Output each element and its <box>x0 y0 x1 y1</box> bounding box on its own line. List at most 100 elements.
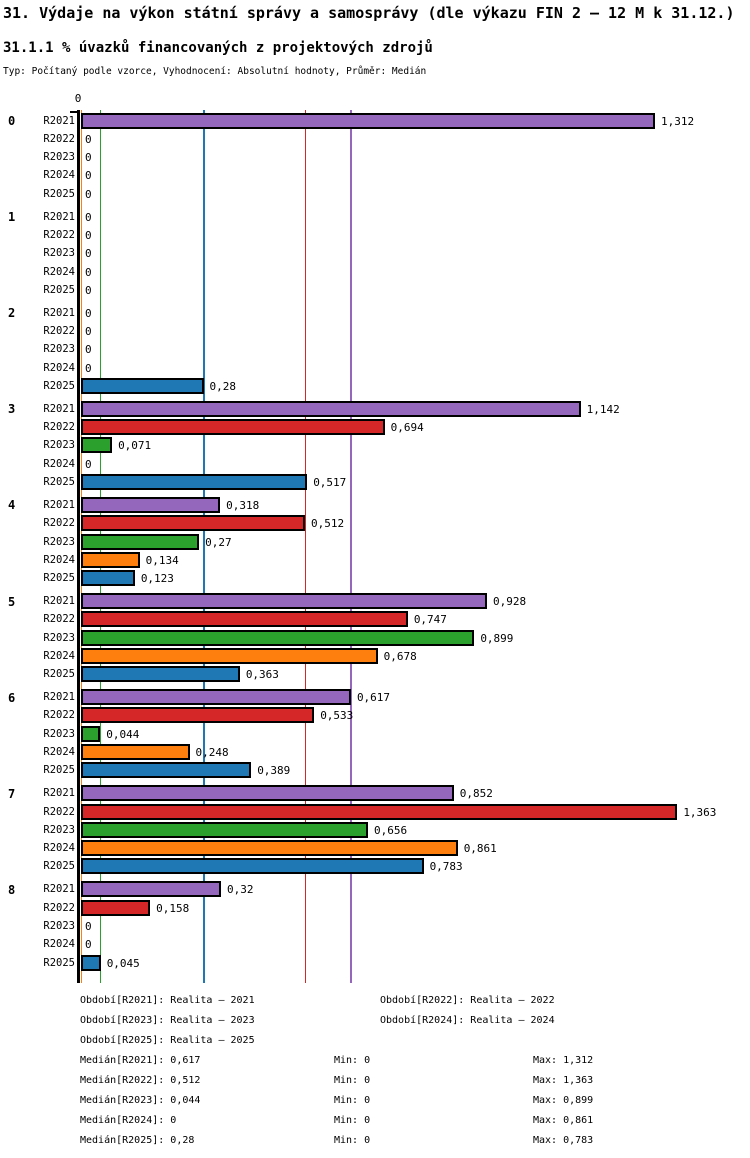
bar-r2021-group-3 <box>81 400 581 417</box>
bar-r2022-group-5 <box>81 611 408 628</box>
bar-value-label: 0,783 <box>429 860 463 874</box>
bar-r2021-group-8 <box>81 881 221 898</box>
bar-r2025-group-3 <box>81 474 308 490</box>
bar-row-label: R2022 <box>43 901 75 914</box>
bar-value-label: 0 <box>85 169 92 183</box>
bar-r2022-group-3 <box>81 419 385 436</box>
group-label-6: 6 <box>8 690 16 705</box>
group-label-7: 7 <box>8 786 16 801</box>
bar-value-label: 0,517 <box>313 476 347 489</box>
stat-max-r2024: Max: 0,861 <box>533 1115 594 1126</box>
bar-value-label: 0,318 <box>226 498 260 512</box>
median-line-r2022 <box>304 110 306 983</box>
chart-meta-line: Typ: Počítaný podle vzorce, Vyhodnocení:… <box>3 66 427 77</box>
bar-r2025-group-5 <box>81 666 240 683</box>
bar-row-label: R2023 <box>43 151 75 164</box>
bar-value-label: 0,852 <box>459 787 493 801</box>
bar-r2021-group-7 <box>81 785 454 802</box>
bar-value-label: 0,617 <box>356 691 391 705</box>
bar-value-label: 0,134 <box>145 553 179 567</box>
bar-row-label: R2024 <box>43 746 75 758</box>
bar-row-label: R2024 <box>43 361 75 374</box>
group-label-4: 4 <box>8 498 16 513</box>
stat-max-r2023: Max: 0,899 <box>533 1095 594 1106</box>
bar-value-label: 0 <box>85 457 92 471</box>
axis-zero-label: 0 <box>74 92 82 105</box>
bar-row-label: R2025 <box>43 283 75 296</box>
group-label-2: 2 <box>8 306 16 321</box>
bar-r2025-group-6 <box>81 762 252 779</box>
bar-value-label: 0,861 <box>463 842 497 856</box>
bar-row-label: R2025 <box>43 379 75 392</box>
bar-r2024-group-6 <box>81 744 190 760</box>
bar-row-label: R2023 <box>43 247 75 260</box>
bar-r2025-group-2 <box>81 377 204 394</box>
bar-value-label: 0,248 <box>195 746 229 759</box>
bar-row-label: R2024 <box>43 457 75 470</box>
bar-row-label: R2023 <box>43 823 75 836</box>
bar-value-label: 0,363 <box>245 668 279 682</box>
bar-row-label: R2021 <box>43 210 75 223</box>
bar-r2021-group-5 <box>81 593 487 609</box>
legend-period-r2022: Období[R2022]: Realita – 2022 <box>380 995 555 1006</box>
stat-min-r2021: Min: 0 <box>334 1055 371 1066</box>
bar-row-label: R2025 <box>43 764 75 777</box>
bar-r2023-group-7 <box>81 821 368 838</box>
bar-r2025-group-4 <box>81 570 135 587</box>
stat-median-r2025: Medián[R2025]: 0,28 <box>80 1135 195 1146</box>
bar-value-label: 0,928 <box>493 595 527 608</box>
bar-r2023-group-4 <box>81 533 200 550</box>
bar-value-label: 0,123 <box>140 572 174 586</box>
bar-value-label: 0 <box>85 919 92 933</box>
bar-row-label: R2022 <box>43 805 75 818</box>
median-line-r2025 <box>203 110 205 983</box>
bar-value-label: 0 <box>85 228 92 242</box>
bar-value-label: 0 <box>85 343 92 357</box>
bar-value-label: 1,142 <box>586 402 620 416</box>
bar-r2021-group-6 <box>81 689 351 706</box>
bar-value-label: 0 <box>85 325 92 338</box>
bar-r2024-group-7 <box>81 840 458 857</box>
group-label-3: 3 <box>8 402 16 417</box>
bar-value-label: 0 <box>85 247 92 261</box>
legend-period-r2025: Období[R2025]: Realita – 2025 <box>80 1035 255 1046</box>
bar-value-label: 0,27 <box>205 535 232 549</box>
bar-row-label: R2022 <box>43 421 75 434</box>
bar-row-label: R2024 <box>43 553 75 566</box>
bar-value-label: 0,045 <box>106 956 140 970</box>
bar-value-label: 0,158 <box>156 901 190 915</box>
bar-row-label: R2024 <box>43 265 75 278</box>
chart-subtitle: 31.1.1 % úvazků financovaných z projekto… <box>3 40 433 56</box>
bar-value-label: 0,899 <box>480 631 514 645</box>
bar-row-label: R2024 <box>43 938 75 951</box>
group-label-0: 0 <box>8 114 16 128</box>
legend-period-r2023: Období[R2023]: Realita – 2023 <box>80 1015 255 1026</box>
stat-median-r2023: Medián[R2023]: 0,044 <box>80 1095 201 1106</box>
bar-row-label: R2022 <box>43 325 75 337</box>
bar-row-label: R2021 <box>43 787 75 800</box>
bar-row-label: R2024 <box>43 649 75 662</box>
bar-r2023-group-3 <box>81 437 113 454</box>
stat-min-r2023: Min: 0 <box>334 1095 371 1106</box>
page-title: 31. Výdaje na výkon státní správy a samo… <box>3 4 735 22</box>
bar-value-label: 0,747 <box>413 613 447 627</box>
bar-value-label: 0,071 <box>118 439 152 453</box>
bar-value-label: 1,363 <box>683 805 717 819</box>
group-label-1: 1 <box>8 210 16 225</box>
bar-r2023-group-6 <box>81 725 101 742</box>
legend-period-r2024: Období[R2024]: Realita – 2024 <box>380 1015 555 1026</box>
bar-row-label: R2022 <box>43 132 75 145</box>
bar-value-label: 0,656 <box>374 823 408 837</box>
stat-max-r2025: Max: 0,783 <box>533 1135 594 1146</box>
group-label-8: 8 <box>8 882 16 897</box>
bar-value-label: 0 <box>85 361 92 375</box>
bar-row-label: R2021 <box>43 691 75 704</box>
bar-r2022-group-8 <box>81 899 151 916</box>
bar-value-label: 1,312 <box>661 114 695 128</box>
bar-value-label: 0,533 <box>320 709 354 723</box>
stat-median-r2021: Medián[R2021]: 0,617 <box>80 1055 201 1066</box>
bar-row-label: R2022 <box>43 709 75 722</box>
y-axis <box>77 110 80 983</box>
bar-value-label: 0,044 <box>106 727 140 741</box>
legend-period-r2021: Období[R2021]: Realita – 2021 <box>80 995 255 1006</box>
